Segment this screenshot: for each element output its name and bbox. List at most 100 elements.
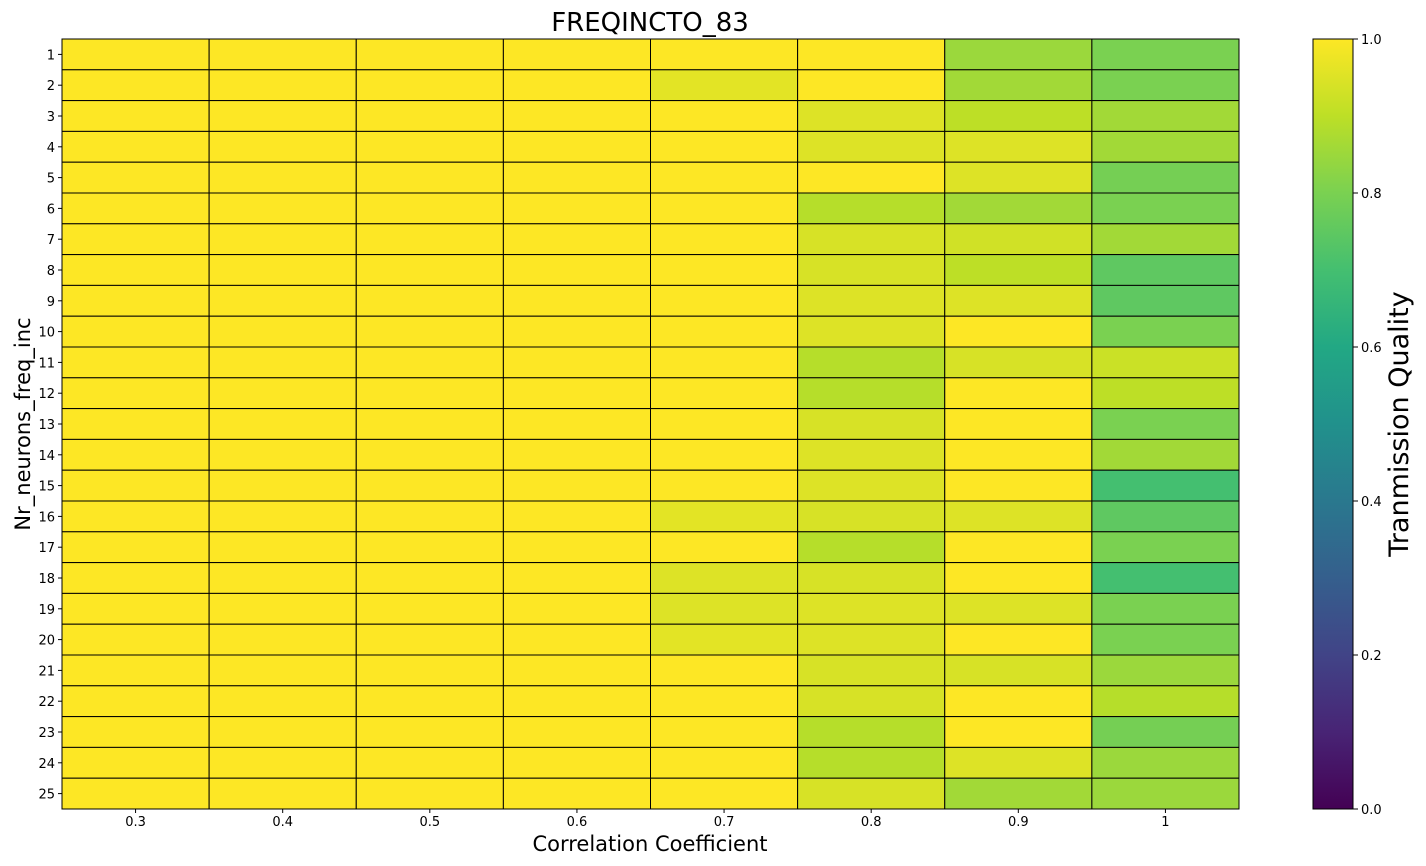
y-tick-label: 5 [47, 172, 55, 187]
heatmap-cell [355, 562, 504, 594]
heatmap-cell [61, 438, 210, 471]
heatmap-cell [502, 562, 651, 594]
x-tick-label: 0.6 [567, 815, 588, 830]
heatmap-cell [1091, 161, 1240, 194]
heatmap-cell [650, 130, 799, 163]
heatmap-cell [61, 777, 210, 810]
heatmap-cell [502, 623, 651, 656]
heatmap-cell [1091, 377, 1240, 410]
heatmap-cell [502, 130, 651, 163]
heatmap-cell [650, 100, 799, 132]
heatmap-cell [650, 716, 799, 748]
heatmap-cell [1091, 100, 1240, 132]
heatmap-cell [797, 315, 946, 348]
heatmap-cell [208, 500, 357, 533]
heatmap-cell [650, 284, 799, 317]
heatmap-cell [650, 685, 799, 718]
y-tick-label: 20 [38, 634, 55, 649]
heatmap-cell [650, 69, 799, 102]
heatmap-cell [944, 100, 1093, 132]
x-tick-label: 0.8 [861, 815, 882, 830]
heatmap-cell [1091, 438, 1240, 471]
heatmap-cell [502, 284, 651, 317]
heatmap-cell [650, 777, 799, 810]
heatmap-cell [944, 654, 1093, 687]
heatmap-cell [797, 223, 946, 256]
x-tick-label: 0.7 [714, 815, 735, 830]
heatmap-cell [1091, 284, 1240, 317]
heatmap-cells [61, 38, 1240, 810]
heatmap-cell [208, 254, 357, 286]
heatmap-cell [61, 192, 210, 225]
heatmap-cell [502, 161, 651, 194]
colorbar-tick-label: 0.6 [1361, 341, 1382, 356]
heatmap-cell [1091, 531, 1240, 564]
heatmap-cell [797, 562, 946, 594]
y-tick-label: 25 [38, 788, 55, 803]
heatmap-cell [502, 254, 651, 286]
y-tick-label: 21 [38, 664, 55, 679]
colorbar-ticks: 0.0 0.2 0.4 0.6 0.8 1.0 [1353, 33, 1382, 818]
heatmap-cell [355, 161, 504, 194]
heatmap-cell [208, 562, 357, 594]
heatmap-cell [502, 346, 651, 379]
heatmap-cell [797, 469, 946, 502]
y-tick-label: 10 [38, 326, 55, 341]
heatmap-cell [355, 315, 504, 348]
colorbar-tick-label: 0.8 [1361, 187, 1382, 202]
heatmap-cell [650, 500, 799, 533]
heatmap-cell [1091, 192, 1240, 225]
heatmap-cell [61, 500, 210, 533]
heatmap-cell [355, 69, 504, 102]
heatmap-cell [797, 746, 946, 779]
colorbar-label: Tranmission Quality [1384, 291, 1415, 557]
heatmap-cell [944, 223, 1093, 256]
heatmap-cell [797, 623, 946, 656]
heatmap-cell [355, 500, 504, 533]
heatmap-cell [944, 377, 1093, 410]
heatmap-cell [355, 777, 504, 810]
heatmap-cell [208, 284, 357, 317]
heatmap-cell [355, 623, 504, 656]
heatmap-cell [650, 161, 799, 194]
heatmap-cell [61, 284, 210, 317]
y-tick-label: 22 [38, 695, 55, 710]
y-tick-label: 24 [38, 757, 55, 772]
heatmap-cell [944, 562, 1093, 594]
heatmap-cell [1091, 469, 1240, 502]
heatmap-cell [650, 531, 799, 564]
heatmap-cell [61, 130, 210, 163]
heatmap-cell [355, 192, 504, 225]
heatmap-cell [61, 69, 210, 102]
heatmap-cell [797, 716, 946, 748]
colorbar [1312, 38, 1354, 810]
heatmap-cell [944, 716, 1093, 748]
y-tick-label: 7 [47, 233, 55, 248]
heatmap-cell [61, 592, 210, 625]
y-tick-label: 6 [47, 202, 55, 217]
heatmap-cell [650, 38, 799, 71]
heatmap-cell [1091, 500, 1240, 533]
y-tick-label: 11 [38, 356, 55, 371]
y-tick-label: 23 [38, 726, 55, 741]
heatmap-cell [502, 685, 651, 718]
heatmap-cell [61, 623, 210, 656]
heatmap-cell [650, 654, 799, 687]
heatmap-cell [61, 38, 210, 71]
heatmap-cell [1091, 38, 1240, 71]
heatmap-cell [502, 315, 651, 348]
heatmap-cell [502, 531, 651, 564]
heatmap-cell [502, 592, 651, 625]
heatmap-cell [944, 592, 1093, 625]
heatmap-cell [502, 408, 651, 440]
y-tick-label: 1 [47, 48, 55, 63]
y-tick-label: 3 [47, 110, 55, 125]
y-tick-label: 13 [38, 418, 55, 433]
heatmap-cell [208, 592, 357, 625]
heatmap-cell [1091, 408, 1240, 440]
heatmap-cell [944, 69, 1093, 102]
y-tick-label: 12 [38, 387, 55, 402]
heatmap-cell [944, 284, 1093, 317]
y-tick-label: 19 [38, 603, 55, 618]
heatmap-cell [650, 746, 799, 779]
